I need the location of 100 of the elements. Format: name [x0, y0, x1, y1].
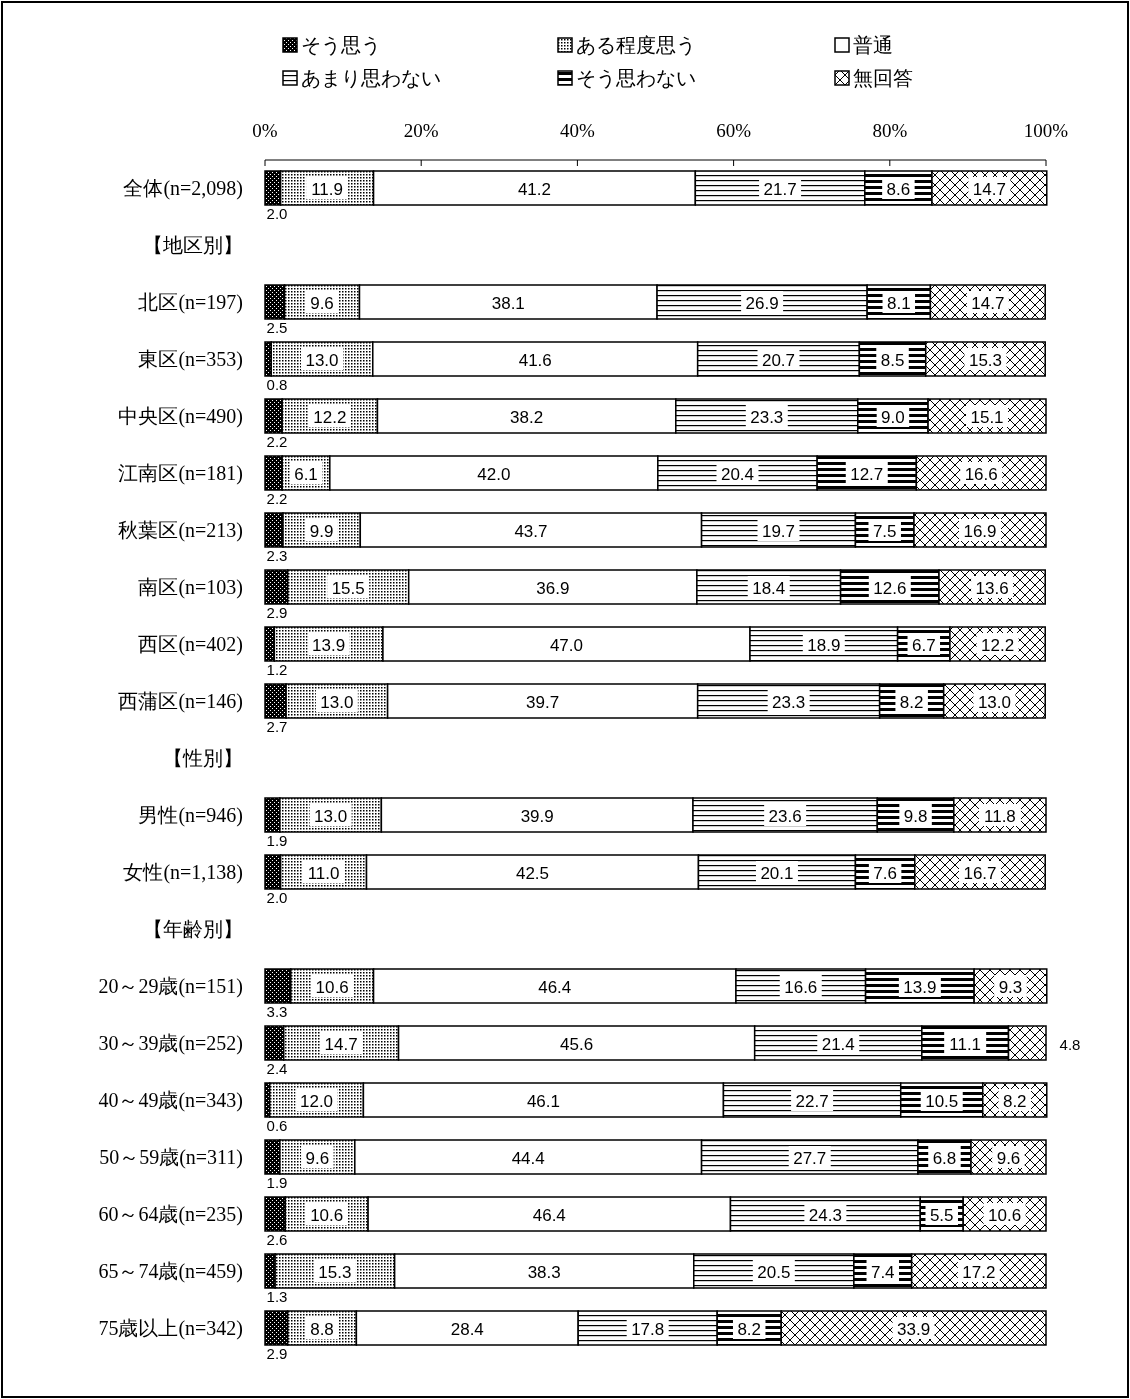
data-label: 2.6 [266, 1231, 288, 1248]
data-label: 0.6 [266, 1117, 288, 1134]
data-label: 38.1 [491, 294, 525, 313]
y-tick-label: 40～49歳(n=343) [98, 1089, 243, 1112]
data-label: 7.4 [870, 1263, 895, 1282]
data-label: 13.9 [903, 978, 937, 997]
data-label: 14.7 [324, 1035, 358, 1054]
data-label: 11.1 [949, 1035, 982, 1054]
legend-label: ある程度思う [576, 34, 696, 56]
data-label: 9.6 [996, 1149, 1021, 1168]
y-tick-label: 【性別】 [163, 747, 243, 769]
data-label: 12.2 [313, 408, 347, 427]
data-label: 10.6 [310, 1206, 344, 1225]
data-label: 39.9 [520, 807, 554, 826]
data-label: 16.6 [964, 465, 998, 484]
data-label: 33.9 [897, 1320, 931, 1339]
y-tick-label: 西区(n=402) [138, 633, 243, 656]
data-label: 15.5 [331, 579, 365, 598]
data-label: 42.5 [515, 864, 550, 883]
data-label: 14.7 [971, 294, 1005, 313]
data-label: 2.4 [266, 1060, 288, 1077]
data-label: 1.3 [266, 1288, 288, 1305]
data-label: 1.9 [266, 832, 288, 849]
data-label: 9.0 [881, 408, 905, 427]
data-label: 8.2 [1002, 1092, 1027, 1111]
y-tick-label: 秋葉区(n=213) [118, 519, 243, 542]
legend-label: あまり思わない [301, 67, 441, 89]
y-tick-label: 中央区(n=490) [118, 405, 243, 428]
data-label: 42.0 [477, 465, 511, 484]
data-label: 22.7 [795, 1092, 829, 1111]
data-label: 13.0 [305, 351, 339, 370]
x-tick-label: 100% [1023, 120, 1069, 141]
data-label: 23.3 [750, 408, 784, 427]
data-label: 2.2 [266, 490, 288, 507]
data-label: 12.2 [981, 636, 1015, 655]
y-tick-label: 江南区(n=181) [118, 462, 243, 485]
data-label: 12.0 [300, 1092, 334, 1111]
data-label: 16.9 [963, 522, 997, 541]
y-tick-label: 60～64歳(n=235) [98, 1203, 243, 1226]
data-label: 26.9 [745, 294, 779, 313]
y-tick-label: 20～29歳(n=151) [98, 975, 243, 998]
data-label: 45.6 [560, 1035, 594, 1054]
data-label: 17.8 [631, 1320, 665, 1339]
data-label: 6.7 [911, 636, 936, 655]
data-label: 28.4 [450, 1320, 484, 1339]
data-label: 20.7 [761, 351, 796, 370]
data-label: 2.9 [266, 1345, 288, 1362]
data-label: 10.6 [315, 978, 349, 997]
data-label: 16.6 [784, 978, 818, 997]
x-tick-label: 0% [252, 120, 278, 141]
data-label: 20.1 [760, 864, 794, 883]
data-label: 4.8 [1059, 1036, 1081, 1053]
data-label: 8.2 [737, 1320, 762, 1339]
data-label: 11.0 [307, 864, 340, 883]
y-tick-label: 全体(n=2,098) [123, 177, 243, 200]
data-label: 12.7 [850, 465, 884, 484]
data-label: 27.7 [793, 1149, 827, 1168]
data-label: 12.6 [873, 579, 907, 598]
data-label: 9.9 [309, 522, 334, 541]
data-label: 18.4 [752, 579, 786, 598]
data-label: 8.2 [899, 693, 924, 712]
data-label: 8.1 [886, 294, 911, 313]
data-label: 17.2 [962, 1263, 996, 1282]
legend-label: 無回答 [853, 67, 913, 89]
y-tick-label: 75歳以上(n=342) [98, 1317, 243, 1340]
y-tick-label: 西蒲区(n=146) [118, 690, 243, 713]
data-label: 2.7 [266, 718, 288, 735]
data-label: 11.8 [984, 807, 1016, 826]
data-label: 15.3 [318, 1263, 352, 1282]
data-label: 19.7 [761, 522, 796, 541]
y-tick-label: 65～74歳(n=459) [98, 1260, 243, 1283]
data-label: 2.2 [266, 433, 288, 450]
y-tick-label: 北区(n=197) [138, 291, 243, 314]
data-label: 38.3 [527, 1263, 561, 1282]
data-label: 20.4 [720, 465, 755, 484]
data-label: 7.5 [872, 522, 897, 541]
data-label: 2.0 [266, 889, 288, 906]
data-label: 1.9 [266, 1174, 288, 1191]
data-label: 39.7 [526, 693, 560, 712]
data-label: 46.4 [538, 978, 572, 997]
data-label: 9.3 [998, 978, 1023, 997]
data-label: 46.1 [526, 1092, 560, 1111]
y-tick-label: 東区(n=353) [138, 348, 243, 371]
data-label: 23.3 [772, 693, 806, 712]
data-label: 21.4 [821, 1035, 855, 1054]
data-label: 13.0 [320, 693, 354, 712]
data-label: 11.9 [311, 180, 343, 199]
data-label: 8.8 [310, 1320, 334, 1339]
data-label: 0.8 [266, 376, 288, 393]
data-label: 21.7 [763, 180, 797, 199]
data-label: 46.4 [532, 1206, 566, 1225]
data-label: 36.9 [536, 579, 570, 598]
data-label: 23.6 [768, 807, 802, 826]
data-label: 43.7 [514, 522, 548, 541]
data-label: 2.9 [266, 604, 288, 621]
y-tick-label: 女性(n=1,138) [123, 861, 243, 884]
data-label: 14.7 [972, 180, 1006, 199]
data-label: 13.6 [975, 579, 1009, 598]
y-tick-label: 男性(n=946) [138, 804, 243, 827]
data-label: 1.2 [266, 661, 288, 678]
